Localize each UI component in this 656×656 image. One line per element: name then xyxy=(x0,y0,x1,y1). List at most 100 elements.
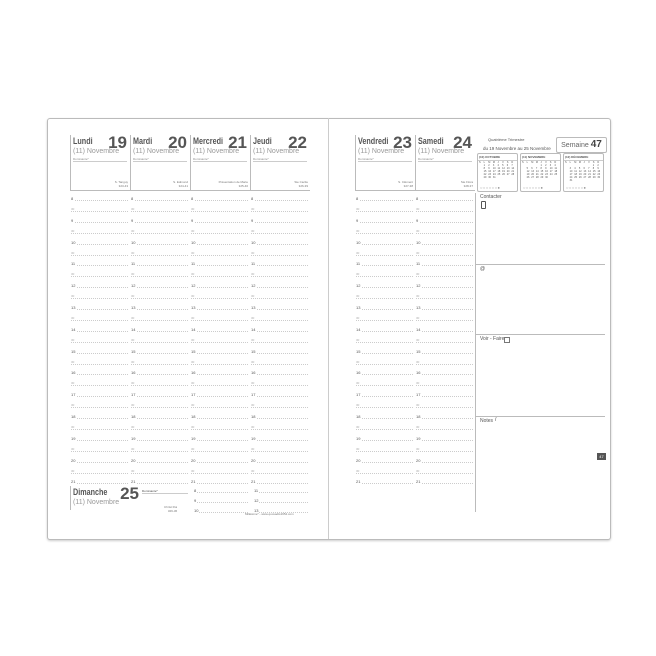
calendar-day[interactable]: 18 xyxy=(554,170,558,173)
calendar-day[interactable]: 14 xyxy=(511,167,515,170)
half-hour-line[interactable]: 30 xyxy=(191,228,248,234)
hour-line-11[interactable]: 11 xyxy=(251,261,308,267)
half-hour-line[interactable]: 30 xyxy=(356,272,413,278)
hour-line-15[interactable]: 15 xyxy=(131,348,188,354)
hour-line-16[interactable]: 16 xyxy=(71,370,128,376)
calendar-day[interactable]: 17 xyxy=(492,170,496,173)
sunday-hour-12[interactable]: 12 xyxy=(254,498,308,503)
hour-line-15[interactable]: 15 xyxy=(191,348,248,354)
calendar-day[interactable]: 8 xyxy=(483,167,486,170)
calendar-day[interactable]: 6 xyxy=(506,164,509,167)
hour-line-8[interactable]: 8 xyxy=(251,196,308,201)
hour-line-17[interactable]: 17 xyxy=(191,392,248,398)
hour-line-14[interactable]: 14 xyxy=(251,326,308,332)
hour-line-15[interactable]: 15 xyxy=(416,348,473,354)
calendar-day[interactable]: 7 xyxy=(588,167,590,170)
half-hour-line[interactable]: 30 xyxy=(251,337,308,343)
sunday-hour-13[interactable]: 13 xyxy=(254,508,308,513)
half-hour-line[interactable]: 30 xyxy=(131,250,188,256)
calendar-day[interactable]: 17 xyxy=(569,173,573,176)
calendar-day[interactable]: 1 xyxy=(540,164,542,167)
half-hour-line[interactable]: 30 xyxy=(71,228,128,234)
half-hour-line[interactable]: 30 xyxy=(251,250,308,256)
calendar-day[interactable]: 15 xyxy=(483,170,487,173)
sunday-hour-9[interactable]: 9 xyxy=(194,498,248,503)
half-hour-line[interactable]: 30 xyxy=(191,468,248,474)
calendar-day[interactable]: 21 xyxy=(588,173,591,176)
calendar-day[interactable]: 16 xyxy=(597,170,601,173)
hour-line-21[interactable]: 21 xyxy=(251,479,308,485)
calendar-day[interactable]: 14 xyxy=(535,170,539,173)
hour-line-13[interactable]: 13 xyxy=(356,305,413,310)
hour-line-21[interactable]: 21 xyxy=(416,479,473,485)
hour-line-16[interactable]: 16 xyxy=(191,370,248,376)
calendar-day[interactable]: 2 xyxy=(597,164,599,167)
calendar-day[interactable]: 31 xyxy=(492,176,496,179)
calendar-day[interactable]: 29 xyxy=(483,176,487,179)
hour-line-9[interactable]: 9 xyxy=(71,217,128,223)
hour-line-18[interactable]: 18 xyxy=(191,414,248,419)
half-hour-line[interactable]: 30 xyxy=(416,294,473,300)
half-hour-line[interactable]: 30 xyxy=(131,228,188,234)
hour-line-12[interactable]: 12 xyxy=(416,283,473,289)
calendar-day[interactable]: 19 xyxy=(526,173,530,176)
half-hour-line[interactable]: 30 xyxy=(191,294,248,300)
calendar-day[interactable]: 25 xyxy=(554,173,558,176)
hour-line-16[interactable]: 16 xyxy=(251,370,308,376)
calendar-day[interactable]: 4 xyxy=(574,167,576,170)
half-hour-line[interactable]: 30 xyxy=(356,316,413,321)
half-hour-line[interactable]: 30 xyxy=(356,381,413,387)
calendar-day[interactable]: 23 xyxy=(488,173,492,176)
hour-line-11[interactable]: 11 xyxy=(416,261,473,267)
hour-line-15[interactable]: 15 xyxy=(71,348,128,354)
calendar-day[interactable]: 19 xyxy=(578,173,582,176)
calendar-day[interactable]: 22 xyxy=(483,173,487,176)
half-hour-line[interactable]: 30 xyxy=(356,207,413,212)
calendar-day[interactable]: 9 xyxy=(597,167,599,170)
half-hour-line[interactable]: 30 xyxy=(251,425,308,430)
half-hour-line[interactable]: 30 xyxy=(71,403,128,409)
calendar-day[interactable]: 25 xyxy=(497,173,501,176)
calendar-day[interactable]: 10 xyxy=(569,170,573,173)
calendar-day[interactable]: 10 xyxy=(549,167,553,170)
half-hour-line[interactable]: 30 xyxy=(191,337,248,343)
hour-line-11[interactable]: 11 xyxy=(71,261,128,267)
half-hour-line[interactable]: 30 xyxy=(131,403,188,409)
calendar-day[interactable]: 11 xyxy=(497,167,501,170)
calendar-day[interactable]: 28 xyxy=(535,176,539,179)
half-hour-line[interactable]: 30 xyxy=(191,207,248,212)
hour-line-19[interactable]: 19 xyxy=(251,435,308,441)
hour-line-20[interactable]: 20 xyxy=(251,457,308,463)
hour-line-20[interactable]: 20 xyxy=(131,457,188,463)
half-hour-line[interactable]: 30 xyxy=(191,250,248,256)
calendar-day[interactable]: 7 xyxy=(511,164,513,167)
hour-line-16[interactable]: 16 xyxy=(356,370,413,376)
half-hour-line[interactable]: 30 xyxy=(251,359,308,365)
calendar-day[interactable]: 12 xyxy=(526,170,530,173)
half-hour-line[interactable]: 30 xyxy=(356,294,413,300)
hour-line-16[interactable]: 16 xyxy=(416,370,473,376)
hour-line-17[interactable]: 17 xyxy=(416,392,473,398)
half-hour-line[interactable]: 30 xyxy=(416,359,473,365)
half-hour-line[interactable]: 30 xyxy=(416,468,473,474)
calendar-day[interactable]: 7 xyxy=(535,167,538,170)
hour-line-11[interactable]: 11 xyxy=(131,261,188,267)
hour-line-10[interactable]: 10 xyxy=(131,239,188,245)
panel-voir-faire[interactable]: Voir - Faire xyxy=(475,335,605,417)
calendar-day[interactable]: 8 xyxy=(592,167,595,170)
half-hour-line[interactable]: 30 xyxy=(251,316,308,321)
calendar-day[interactable]: 2 xyxy=(545,164,547,167)
calendar-day[interactable]: 20 xyxy=(531,173,535,176)
half-hour-line[interactable]: 30 xyxy=(71,250,128,256)
half-hour-line[interactable]: 30 xyxy=(71,337,128,343)
half-hour-line[interactable]: 30 xyxy=(131,381,188,387)
hour-line-12[interactable]: 12 xyxy=(356,283,413,289)
hour-line-21[interactable]: 21 xyxy=(71,479,128,485)
hour-line-19[interactable]: 19 xyxy=(356,435,413,441)
hour-line-18[interactable]: 18 xyxy=(131,414,188,419)
sunday-hour-11[interactable]: 11 xyxy=(254,488,308,493)
calendar-day[interactable]: 1 xyxy=(592,164,595,167)
calendar-day[interactable]: 19 xyxy=(502,170,505,173)
calendar-day[interactable]: 16 xyxy=(488,170,492,173)
half-hour-line[interactable]: 30 xyxy=(251,207,308,212)
